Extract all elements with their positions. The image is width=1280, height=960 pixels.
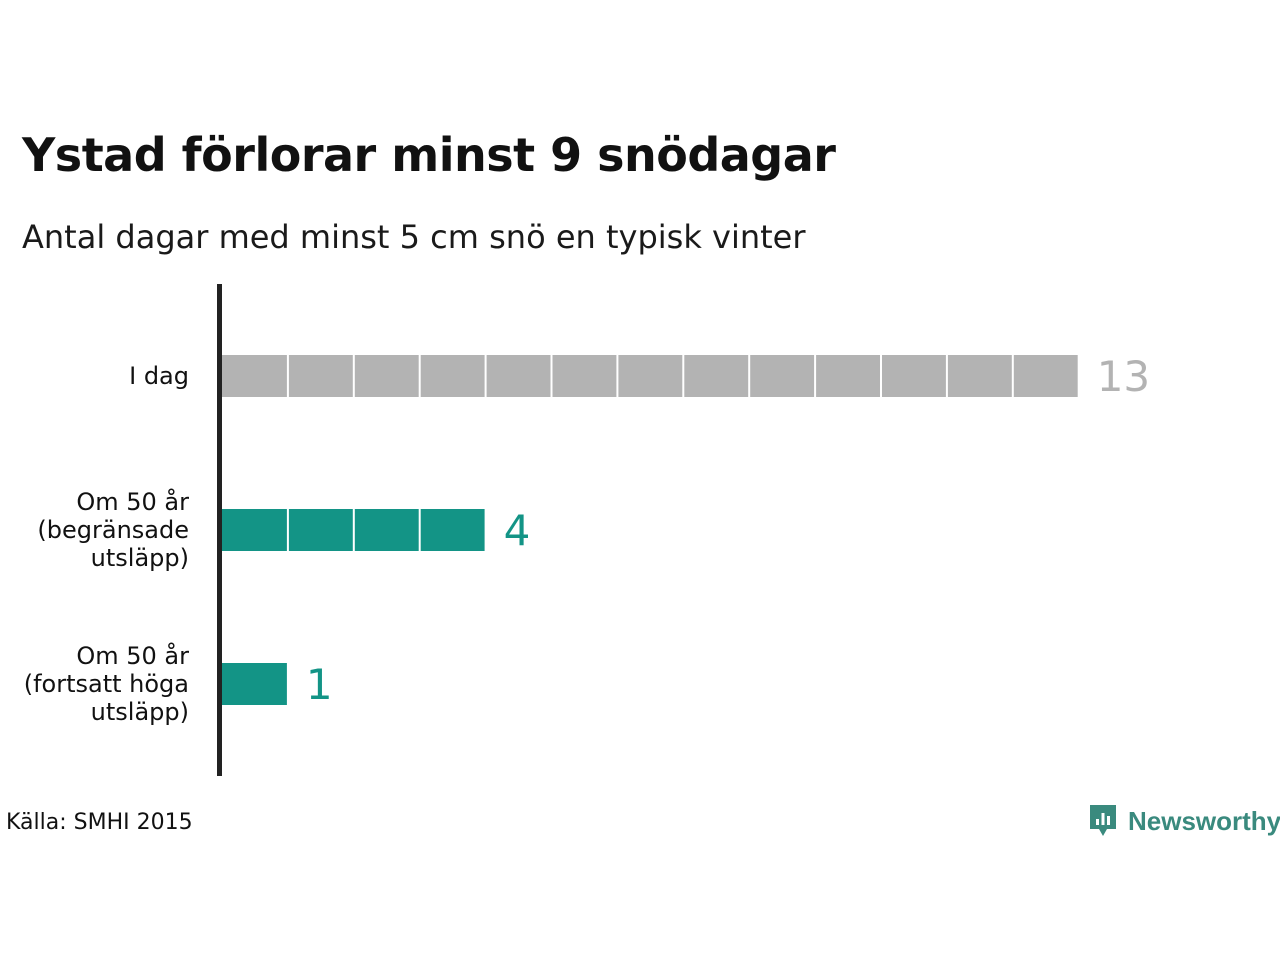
category-label-3: Om 50 år (fortsatt höga utsläpp) bbox=[0, 642, 189, 726]
category-label-3-line-2: (fortsatt höga bbox=[23, 670, 189, 698]
category-label-2-line-3: utsläpp) bbox=[90, 544, 189, 572]
value-label-2: 4 bbox=[504, 506, 531, 555]
chart-title: Ystad förlorar minst 9 snödagar bbox=[22, 128, 836, 182]
bar-1-segment-divider bbox=[814, 355, 817, 397]
bar-1-segment-divider bbox=[945, 355, 948, 397]
category-label-2-line-1: Om 50 år bbox=[76, 488, 189, 516]
category-label-1-line-1: I dag bbox=[129, 362, 189, 390]
chart-subtitle: Antal dagar med minst 5 cm snö en typisk… bbox=[22, 218, 806, 256]
category-label-2-line-2: (begränsade bbox=[37, 516, 189, 544]
bar-1-segment-divider bbox=[616, 355, 619, 397]
bar-1-segment-divider bbox=[1011, 355, 1014, 397]
bar-1-segment-divider bbox=[484, 355, 487, 397]
brand-logo[interactable]: Newsworthy bbox=[1088, 803, 1280, 839]
brand-name: Newsworthy bbox=[1128, 805, 1280, 836]
bar-2-segment-divider bbox=[286, 509, 289, 551]
bar-2-segment-divider bbox=[484, 509, 487, 551]
value-label-1: 13 bbox=[1097, 352, 1150, 401]
newsworthy-logo-icon bbox=[1090, 805, 1116, 836]
y-axis-line bbox=[217, 284, 222, 776]
value-label-3: 1 bbox=[306, 660, 333, 709]
bar-1-segment-divider bbox=[880, 355, 882, 397]
category-label-1: I dag bbox=[0, 362, 189, 390]
bar-3 bbox=[222, 663, 288, 705]
bar-2-segment-divider bbox=[418, 509, 421, 551]
category-label-3-line-3: utsläpp) bbox=[90, 698, 189, 726]
bar-1-segment-divider bbox=[682, 355, 685, 397]
bar-3-segment-divider bbox=[286, 663, 289, 705]
category-label-2: Om 50 år (begränsade utsläpp) bbox=[0, 488, 189, 572]
bar-1-segment-divider bbox=[352, 355, 355, 397]
bar-1-segment-divider bbox=[1077, 355, 1080, 397]
bar-2-segment-divider bbox=[352, 509, 355, 551]
bar-1-segment-divider bbox=[286, 355, 289, 397]
bar-1-segment-divider bbox=[418, 355, 421, 397]
bar-1 bbox=[222, 355, 1079, 397]
bar-1-segment-divider bbox=[748, 355, 751, 397]
category-label-3-line-1: Om 50 år bbox=[76, 642, 189, 670]
source-note: Källa: SMHI 2015 bbox=[6, 810, 193, 835]
bar-1-segment-divider bbox=[550, 355, 553, 397]
